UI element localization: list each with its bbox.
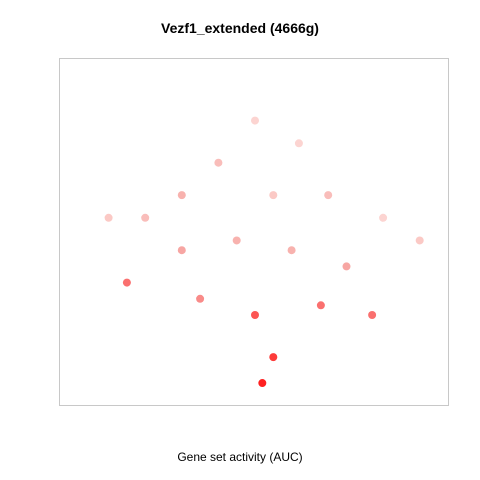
cell-point-3	[177, 191, 186, 200]
cell-point-14	[122, 278, 131, 287]
cell-point-2	[214, 158, 223, 167]
cell-point-15	[196, 294, 205, 303]
cell-point-13	[342, 262, 351, 271]
cell-point-9	[415, 236, 424, 245]
cell-point-19	[269, 353, 278, 362]
cell-point-8	[379, 213, 388, 222]
cell-point-12	[287, 246, 296, 255]
cell-point-4	[141, 213, 150, 222]
cell-point-10	[177, 246, 186, 255]
chart-title: Vezf1_extended (4666g)	[161, 20, 319, 36]
cell-point-11	[232, 236, 241, 245]
cell-point-18	[368, 311, 377, 319]
cell-point-1	[294, 139, 303, 148]
plot-frame	[59, 58, 449, 406]
cell-point-16	[251, 311, 259, 319]
cell-point-20	[258, 379, 267, 388]
cell-point-0	[251, 116, 259, 125]
cell-point-7	[324, 191, 333, 200]
cell-point-5	[104, 213, 113, 222]
cell-point-17	[316, 301, 325, 310]
color-caption: Gene set activity (AUC)	[177, 450, 303, 464]
cell-point-6	[269, 191, 278, 200]
